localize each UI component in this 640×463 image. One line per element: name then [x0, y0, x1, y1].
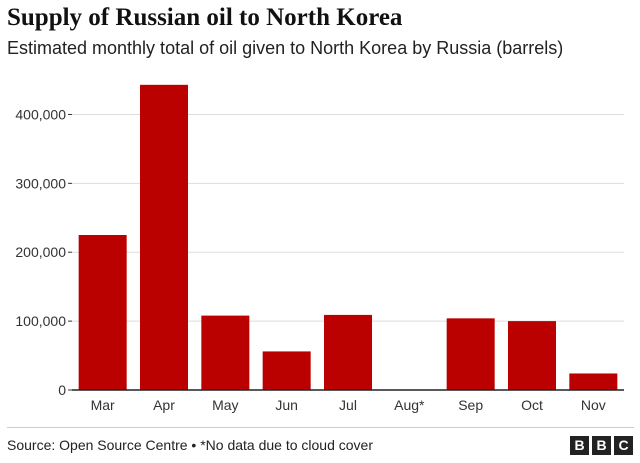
bar	[140, 84, 188, 391]
x-tick-label: Jun	[275, 397, 298, 413]
x-tick-label: Aug*	[394, 397, 425, 413]
source-note: Source: Open Source Centre • *No data du…	[7, 437, 374, 453]
y-axis: 0 100,000 200,000 300,000 400,000	[15, 106, 72, 398]
chart-title: Supply of Russian oil to North Korea	[7, 4, 403, 31]
y-tick-label: 100,000	[15, 313, 66, 329]
bar-chart: 0 100,000 200,000 300,000 400,000 Mar Apr May J…	[15, 84, 624, 413]
y-tick-label: 400,000	[15, 106, 66, 122]
chart-subtitle: Estimated monthly total of oil given to …	[7, 38, 564, 58]
bar	[201, 315, 250, 390]
x-tick-label: Sep	[458, 397, 483, 413]
bar	[446, 318, 495, 390]
x-tick-label: Apr	[153, 397, 175, 413]
bar	[78, 235, 127, 390]
x-tick-label: Oct	[521, 397, 543, 413]
bar	[508, 321, 556, 390]
y-tick-label: 300,000	[15, 175, 66, 191]
bar	[324, 314, 372, 390]
bar	[262, 351, 311, 390]
bar	[569, 373, 618, 390]
x-tick-label: Nov	[581, 397, 606, 413]
logo-letter-b2: B	[592, 436, 611, 455]
x-tick-labels: Mar Apr May Jun Jul Aug* Sep Oct Nov	[91, 397, 606, 413]
footer-divider	[7, 427, 634, 428]
logo-letter-b1: B	[570, 436, 589, 455]
x-tick-label: Mar	[91, 397, 115, 413]
y-tick-label: 0	[58, 382, 66, 398]
bbc-logo: B B C	[570, 436, 633, 455]
x-tick-label: Jul	[339, 397, 357, 413]
bars	[78, 84, 618, 391]
logo-letter-c: C	[614, 436, 633, 455]
x-tick-label: May	[212, 397, 238, 413]
y-tick-label: 200,000	[15, 244, 66, 260]
